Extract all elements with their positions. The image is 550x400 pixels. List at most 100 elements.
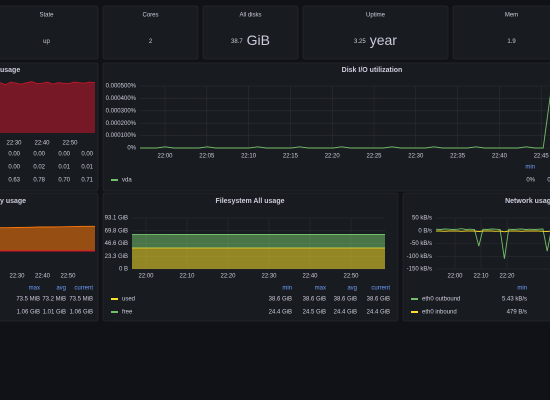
- legend-header: min: [282, 286, 292, 292]
- series-line: [436, 230, 550, 233]
- x-tick-label: 22:00: [157, 154, 173, 160]
- legend-value: 38.6 GiB: [367, 297, 390, 303]
- panel-title: Network usage: [505, 198, 550, 205]
- panel: [102, 5, 199, 60]
- x-tick-label: 22:50: [62, 141, 78, 147]
- x-tick-label: 22:15: [283, 154, 299, 160]
- legend-value: 73.5 MiB: [16, 297, 40, 303]
- x-tick-label: 22:00: [447, 274, 463, 280]
- legend-value: 5.43 kB/s: [502, 297, 527, 303]
- y-tick-label: 46.6 GiB: [105, 241, 128, 247]
- x-tick-label: 22:20: [220, 274, 236, 280]
- legend-header: min: [525, 165, 535, 171]
- area-fill: [0, 226, 95, 251]
- stat-number: 2: [149, 39, 153, 45]
- panel: [402, 192, 550, 322]
- panel-title: usage: [0, 67, 20, 74]
- x-tick-label: 22:40: [34, 141, 50, 147]
- stat-number: up: [43, 39, 50, 45]
- area-fill: [132, 234, 385, 248]
- legend-value: 73.2 MiB: [42, 297, 66, 303]
- legend-header: avg: [347, 286, 357, 292]
- legend-value: 479 B/s: [507, 310, 527, 316]
- legend-name: eth0 inbound: [422, 310, 457, 316]
- stat-value: 3.25 year: [354, 32, 397, 48]
- series-line: [435, 228, 550, 259]
- y-tick-label: 69.8 GiB: [105, 228, 128, 234]
- stat-value: 1.9: [507, 39, 516, 45]
- x-tick-label: 22:45: [534, 154, 550, 160]
- panel: [102, 62, 550, 192]
- x-tick-label: 22:40: [35, 274, 51, 280]
- x-tick-label: 22:10: [241, 154, 257, 160]
- stat-number: 3.25: [354, 39, 366, 45]
- legend-value: 24.5 GiB: [303, 310, 326, 316]
- legend-value: 0.71: [81, 178, 93, 184]
- legend-value: 0.01: [58, 165, 70, 171]
- stat-value: 38.7 GiB: [231, 32, 270, 48]
- y-tick-label: 50 kB/s: [412, 216, 432, 222]
- legend-name: eth0 outbound: [422, 297, 460, 303]
- x-tick-label: 22:25: [366, 154, 382, 160]
- panel: [452, 5, 550, 60]
- panel-title: Disk I/O utilization: [342, 67, 403, 74]
- series-line: [0, 81, 96, 86]
- y-tick-label: 0.000200%: [106, 121, 137, 127]
- panel-title: y usage: [0, 198, 26, 205]
- legend-value: 0.00: [8, 165, 20, 171]
- legend-value: 0.01: [81, 165, 93, 171]
- area-fill: [132, 247, 385, 269]
- stat-unit: GiB: [247, 32, 270, 48]
- y-tick-label: 93.1 GiB: [105, 216, 128, 222]
- y-tick-label: 0.000400%: [106, 96, 137, 102]
- legend-value: 0.00: [8, 152, 20, 158]
- area-fill: [0, 81, 95, 133]
- stat-unit: year: [370, 32, 398, 48]
- stat-title: Mem: [505, 13, 518, 19]
- x-tick-label: 22:50: [60, 274, 76, 280]
- x-tick-label: 22:00: [138, 274, 154, 280]
- legend-value: 0%: [526, 178, 535, 184]
- panel: [302, 5, 449, 60]
- y-tick-label: 0%: [127, 146, 136, 152]
- stat-title: State: [39, 13, 54, 19]
- legend-header: max: [315, 286, 326, 292]
- legend-value: 38.6 GiB: [269, 297, 292, 303]
- x-tick-label: 22:40: [492, 154, 508, 160]
- legend-value: 0.00: [58, 152, 70, 158]
- legend-value: 24.4 GiB: [334, 310, 357, 316]
- stat-title: Cores: [142, 13, 158, 19]
- stat-title: All disks: [239, 13, 261, 19]
- legend-value: 0.00: [33, 152, 45, 158]
- x-tick-label: 22:30: [9, 274, 25, 280]
- x-tick-label: 22:20: [325, 154, 341, 160]
- x-tick-label: 22:05: [199, 154, 215, 160]
- legend-header: min: [517, 286, 527, 292]
- panel: [0, 192, 99, 322]
- legend-value: 0.02: [33, 165, 45, 171]
- legend-name: used: [122, 297, 135, 303]
- legend-value: 24.4 GiB: [367, 310, 390, 316]
- y-tick-label: -100 kB/s: [407, 254, 432, 260]
- legend-header: max: [29, 286, 40, 292]
- series-line: [140, 94, 550, 149]
- y-tick-label: 23.3 GiB: [105, 254, 128, 260]
- x-tick-label: 22:30: [408, 154, 424, 160]
- legend-value: 0.63: [8, 178, 20, 184]
- x-tick-label: 22:10: [473, 274, 489, 280]
- legend-value: 1.06 GiB: [17, 310, 40, 316]
- x-tick-label: 22:40: [302, 274, 318, 280]
- legend-value: 0.00: [81, 152, 93, 158]
- legend-value: 24.4 GiB: [269, 310, 292, 316]
- x-tick-label: 22:30: [261, 274, 277, 280]
- legend-header: current: [74, 286, 93, 292]
- legend-header: avg: [56, 286, 66, 292]
- panel: [0, 5, 99, 60]
- x-tick-label: 22:35: [450, 154, 466, 160]
- y-tick-label: 0 B: [119, 267, 128, 273]
- legend-value: 0.70: [58, 178, 70, 184]
- legend-value: 0%: [547, 178, 550, 184]
- x-tick-label: 22:20: [499, 274, 515, 280]
